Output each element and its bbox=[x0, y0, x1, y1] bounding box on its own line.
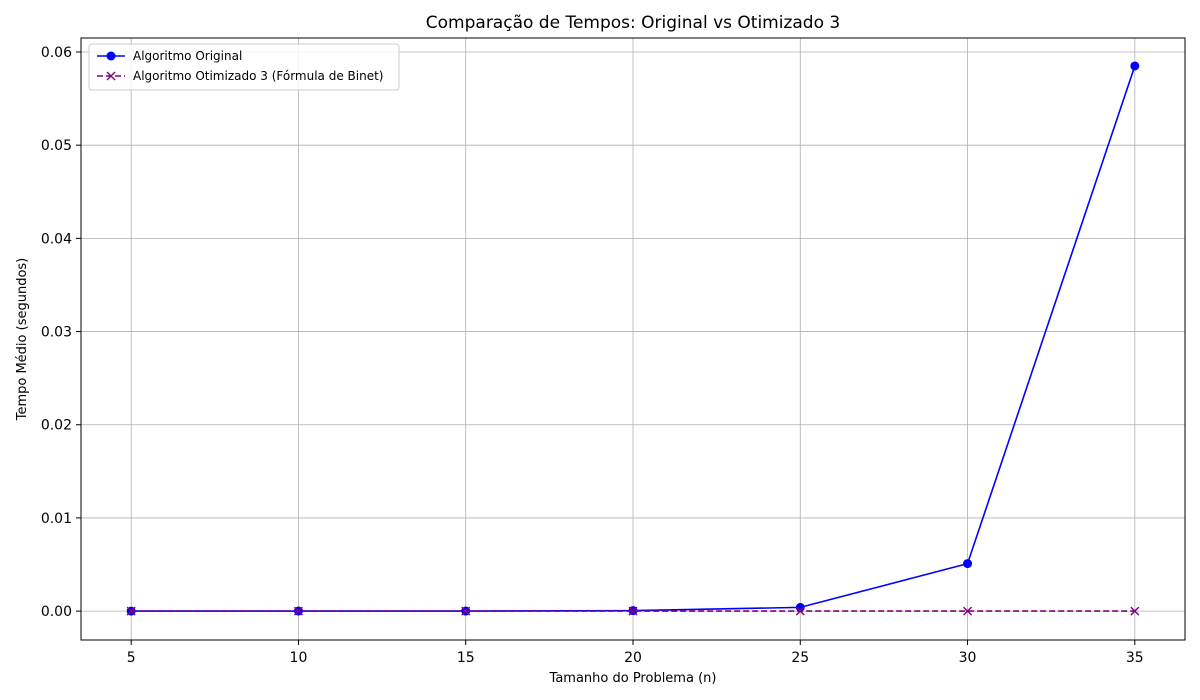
legend-marker bbox=[106, 71, 116, 81]
legend: Algoritmo Original Algoritmo Otimizado 3 … bbox=[88, 43, 400, 91]
x-tick-label: 10 bbox=[290, 650, 308, 666]
data-point bbox=[293, 606, 303, 616]
y-tick-label: 0.06 bbox=[41, 45, 72, 61]
y-tick-label: 0.03 bbox=[41, 325, 72, 341]
y-tick-label: 0.05 bbox=[41, 138, 72, 154]
series-layer bbox=[126, 61, 1140, 616]
data-point bbox=[963, 606, 973, 616]
y-tick-label: 0.04 bbox=[41, 231, 72, 247]
legend-label: Algoritmo Otimizado 3 (Fórmula de Binet) bbox=[133, 69, 383, 83]
x-tick-label: 5 bbox=[127, 650, 136, 666]
x-tick-label: 30 bbox=[959, 650, 977, 666]
data-point bbox=[1130, 606, 1140, 616]
legend-label: Algoritmo Original bbox=[133, 49, 242, 63]
x-tick-label: 25 bbox=[791, 650, 809, 666]
data-point bbox=[461, 606, 471, 616]
x-tick-label: 20 bbox=[624, 650, 642, 666]
data-point bbox=[963, 559, 973, 569]
y-axis-label: Tempo Médio (segundos) bbox=[15, 258, 30, 422]
y-tick-label: 0.01 bbox=[41, 511, 72, 527]
legend-box bbox=[88, 43, 400, 91]
axis-ticks: 5 10 15 20 25 30 35 0.00 0.01 0.02 0.03 0.04 0.05 0.0… bbox=[41, 45, 1144, 666]
y-tick-label: 0.00 bbox=[41, 604, 72, 620]
x-axis-label: Tamanho do Problema (n) bbox=[549, 671, 717, 686]
x-tick-label: 35 bbox=[1126, 650, 1144, 666]
chart-title: Comparação de Tempos: Original vs Otimiz… bbox=[426, 13, 840, 33]
grid bbox=[81, 38, 1185, 640]
data-point bbox=[1130, 61, 1140, 71]
legend-marker bbox=[106, 51, 116, 61]
plot-area bbox=[80, 37, 1186, 641]
y-tick-label: 0.02 bbox=[41, 418, 72, 434]
data-point bbox=[628, 606, 638, 616]
x-tick-label: 15 bbox=[457, 650, 475, 666]
data-point bbox=[126, 606, 136, 616]
data-point bbox=[795, 606, 805, 616]
